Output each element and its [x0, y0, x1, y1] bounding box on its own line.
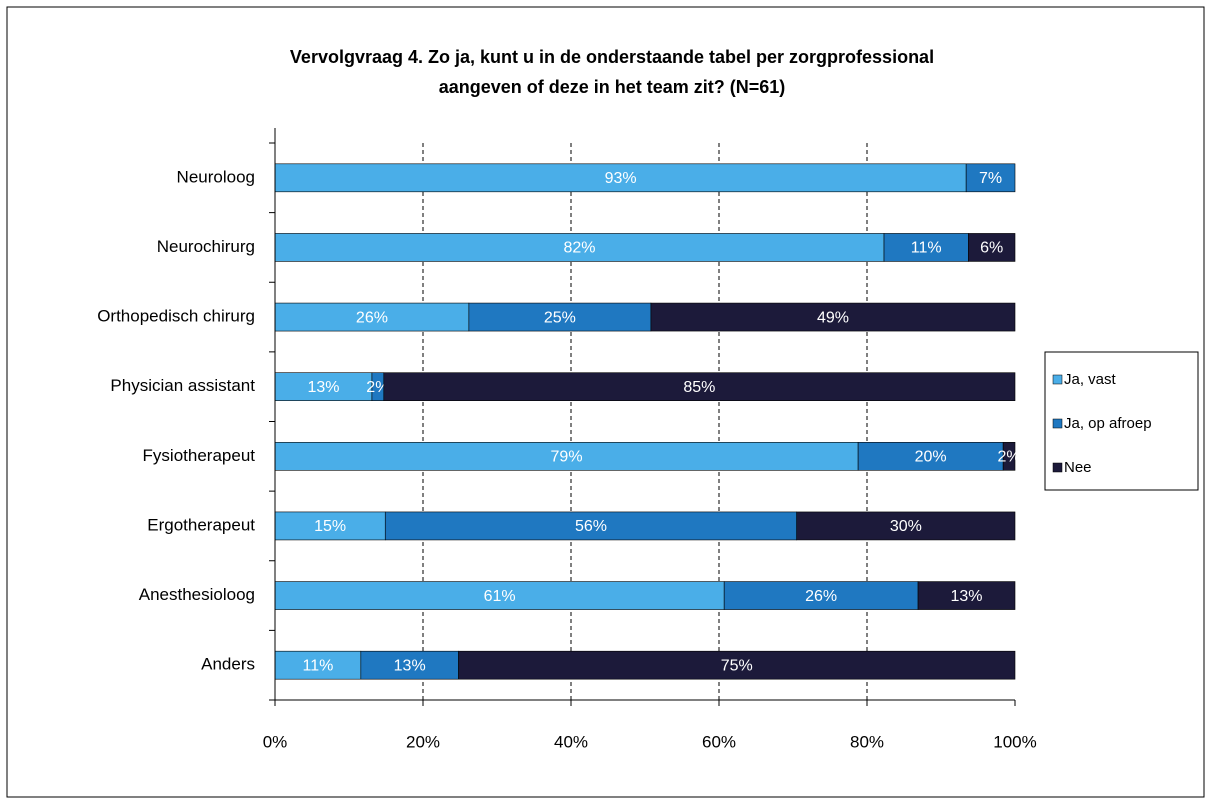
x-tick-label: 0% [263, 732, 288, 751]
y-tick-label: Neuroloog [177, 167, 255, 186]
bar-segment [274, 581, 725, 610]
bar-segment [458, 650, 1016, 680]
data-label: 82% [563, 240, 595, 257]
data-label: 30% [890, 518, 922, 535]
bar-segment [965, 163, 1016, 193]
bar-segment [857, 442, 1004, 471]
legend-label: Nee [1064, 459, 1092, 476]
bar-segment [468, 302, 652, 332]
bar-segment [883, 233, 969, 262]
bar-segment [274, 372, 373, 401]
data-label: 93% [605, 170, 637, 187]
bar-segment [274, 511, 386, 541]
bar-segment [383, 372, 1016, 401]
chart-title: Vervolgvraag 4. Zo ja, kunt u in de onde… [290, 47, 934, 67]
data-label: 15% [314, 518, 346, 535]
y-tick-label: Physician assistant [110, 376, 255, 395]
data-label: 11% [302, 657, 333, 674]
y-tick-label: Fysiotherapeut [143, 446, 256, 465]
bar-segment [274, 650, 362, 680]
data-label: 13% [307, 379, 339, 396]
legend-swatch [1052, 374, 1063, 385]
legend-box [1044, 351, 1199, 491]
chart-title: aangeven of deze in het team zit? (N=61) [439, 77, 786, 97]
x-tick-label: 40% [554, 732, 588, 751]
bar-segment [384, 511, 798, 541]
data-label: 2% [998, 449, 1021, 466]
legend-swatch [1052, 462, 1063, 473]
x-tick-label: 100% [993, 732, 1036, 751]
legend-label: Ja, op afroep [1064, 415, 1152, 432]
x-tick-label: 60% [702, 732, 736, 751]
x-tick-label: 80% [850, 732, 884, 751]
legend-swatch [1052, 418, 1063, 429]
legend-label: Ja, vast [1064, 371, 1117, 388]
bar-segment [723, 581, 919, 610]
bar-segment [274, 233, 885, 262]
y-tick-label: Ergotherapeut [147, 515, 255, 534]
data-label: 25% [544, 309, 576, 326]
y-tick-label: Anders [201, 655, 255, 674]
bar-segment [274, 163, 967, 193]
bar-segment [968, 233, 1016, 262]
y-tick-label: Orthopedisch chirurg [97, 307, 255, 326]
data-label: 26% [356, 309, 388, 326]
bar-segment [360, 650, 459, 680]
data-label: 49% [817, 309, 849, 326]
x-tick-label: 20% [406, 732, 440, 751]
data-label: 61% [484, 588, 516, 605]
data-label: 6% [980, 240, 1003, 257]
data-label: 56% [575, 518, 607, 535]
data-label: 13% [951, 588, 983, 605]
data-label: 7% [979, 170, 1002, 187]
data-label: 11% [911, 240, 942, 257]
bar-segment [1002, 442, 1016, 471]
bar-segment [274, 442, 859, 471]
y-tick-label: Neurochirurg [157, 237, 255, 256]
y-tick-label: Anesthesioloog [139, 585, 255, 604]
data-label: 13% [394, 657, 426, 674]
data-label: 85% [683, 379, 715, 396]
bar-segment [650, 302, 1016, 332]
data-label: 75% [721, 657, 753, 674]
data-label: 79% [551, 449, 583, 466]
data-label: 20% [915, 449, 947, 466]
bar-segment [917, 581, 1016, 610]
bar-segment [796, 511, 1016, 541]
data-label: 26% [805, 588, 837, 605]
